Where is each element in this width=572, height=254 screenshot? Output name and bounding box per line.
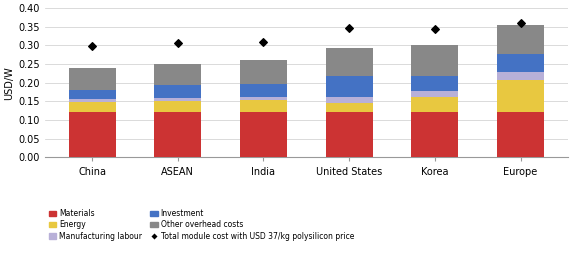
- Bar: [69, 102, 116, 112]
- Bar: [154, 102, 201, 112]
- Point: [344, 26, 353, 30]
- Bar: [411, 45, 458, 76]
- Point: [516, 21, 525, 25]
- Legend: Materials, Energy, Manufacturing labour, Investment, Other overhead costs, Total: Materials, Energy, Manufacturing labour,…: [49, 209, 354, 241]
- Bar: [325, 97, 373, 103]
- Bar: [411, 97, 458, 112]
- Bar: [411, 112, 458, 157]
- Bar: [240, 84, 287, 97]
- Point: [88, 44, 97, 48]
- Bar: [325, 76, 373, 97]
- Bar: [325, 48, 373, 76]
- Bar: [497, 112, 544, 157]
- Bar: [411, 91, 458, 97]
- Bar: [154, 112, 201, 157]
- Bar: [154, 64, 201, 85]
- Bar: [69, 68, 116, 90]
- Bar: [240, 112, 287, 157]
- Bar: [497, 54, 544, 72]
- Bar: [69, 99, 116, 102]
- Point: [259, 40, 268, 44]
- Bar: [154, 98, 201, 102]
- Bar: [497, 80, 544, 112]
- Bar: [325, 103, 373, 112]
- Bar: [240, 97, 287, 100]
- Bar: [411, 76, 458, 91]
- Y-axis label: USD/W: USD/W: [4, 66, 14, 100]
- Bar: [154, 85, 201, 98]
- Bar: [497, 25, 544, 54]
- Bar: [240, 100, 287, 112]
- Bar: [69, 112, 116, 157]
- Point: [173, 41, 182, 45]
- Bar: [240, 60, 287, 84]
- Point: [430, 27, 439, 31]
- Bar: [325, 112, 373, 157]
- Bar: [69, 90, 116, 99]
- Bar: [497, 72, 544, 80]
